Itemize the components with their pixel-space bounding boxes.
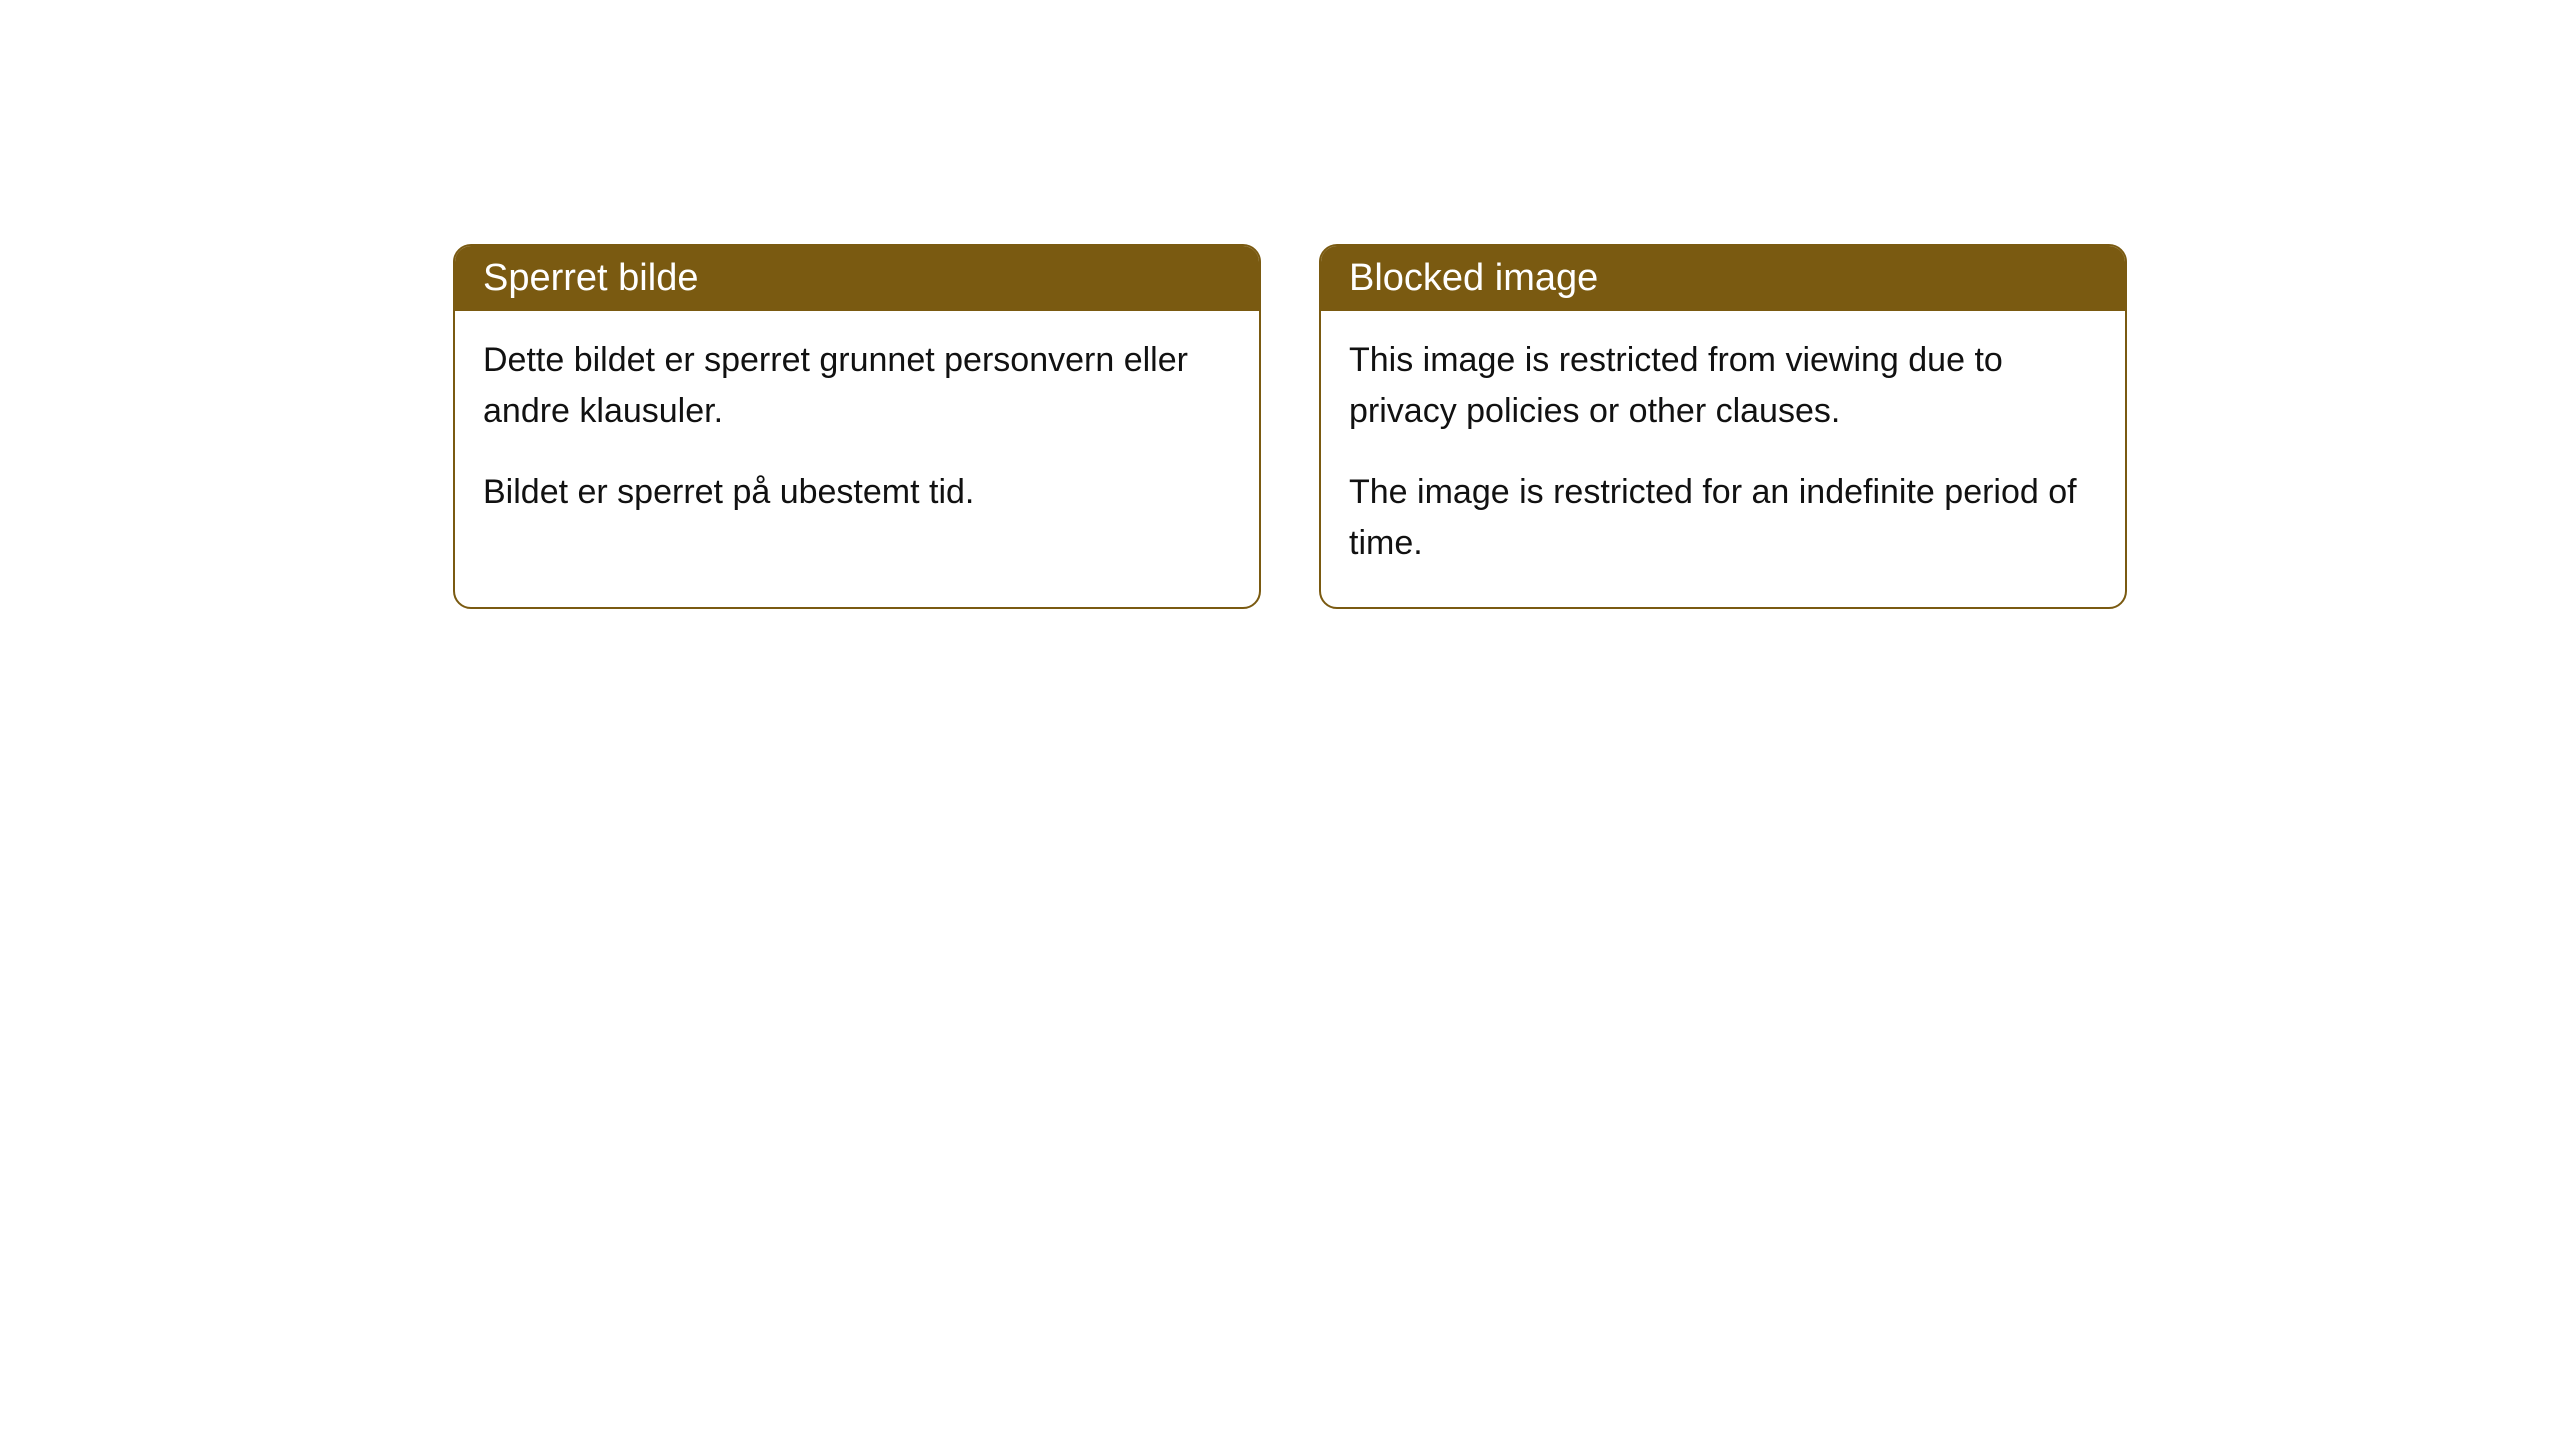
card-paragraph-1-english: This image is restricted from viewing du…	[1349, 335, 2097, 437]
card-paragraph-2-english: The image is restricted for an indefinit…	[1349, 467, 2097, 569]
card-body-english: This image is restricted from viewing du…	[1321, 311, 2125, 607]
card-paragraph-2-norwegian: Bildet er sperret på ubestemt tid.	[483, 467, 1231, 518]
blocked-image-card-norwegian: Sperret bilde Dette bildet er sperret gr…	[453, 244, 1261, 609]
cards-container: Sperret bilde Dette bildet er sperret gr…	[453, 244, 2127, 609]
card-body-norwegian: Dette bildet er sperret grunnet personve…	[455, 311, 1259, 556]
card-paragraph-1-norwegian: Dette bildet er sperret grunnet personve…	[483, 335, 1231, 437]
card-header-english: Blocked image	[1321, 246, 2125, 311]
blocked-image-card-english: Blocked image This image is restricted f…	[1319, 244, 2127, 609]
card-header-norwegian: Sperret bilde	[455, 246, 1259, 311]
